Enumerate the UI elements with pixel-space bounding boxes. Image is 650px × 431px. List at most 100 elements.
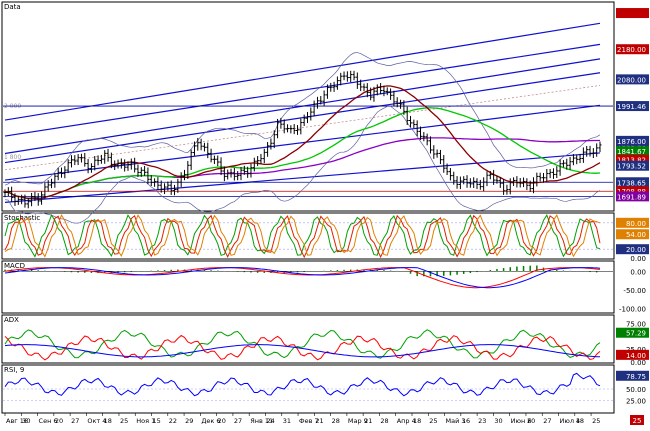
x-axis-label: 23 xyxy=(478,417,486,425)
x-axis-label: 20 xyxy=(527,417,535,425)
corner-label: 25 xyxy=(633,417,642,425)
left-mark-1800: 1 800 xyxy=(4,154,21,161)
x-axis-label: 15 xyxy=(153,417,161,425)
adx-panel-title: ADX xyxy=(4,316,19,324)
rsi-tag: 25.00 xyxy=(626,398,646,406)
x-axis-label: Сен 6 xyxy=(39,417,58,425)
adx-tag-box xyxy=(616,327,649,338)
indicator-series-layer xyxy=(3,213,613,401)
x-axis-label: Янв 11 xyxy=(250,417,273,425)
macd-tag: 0.00 xyxy=(630,268,646,276)
x-axis-label: 22 xyxy=(169,417,177,425)
channel-line xyxy=(4,43,601,137)
x-axis-label: 31 xyxy=(283,417,291,425)
bollinger-lower xyxy=(4,106,601,224)
rsi-line xyxy=(4,372,601,397)
x-axis-label: 30 xyxy=(22,417,30,425)
stoch-tag: 20.00 xyxy=(626,246,646,254)
x-axis-label: 29 xyxy=(185,417,193,425)
x-axis-label: Апр 4 xyxy=(397,417,416,425)
x-axis-label: 28 xyxy=(332,417,340,425)
x-axis-label: Июн 6 xyxy=(511,417,532,425)
price-tag-box xyxy=(616,160,649,171)
price-tag-box xyxy=(616,141,649,152)
macd-panel xyxy=(1,260,615,314)
x-axis-label: Авг 16 xyxy=(6,417,28,425)
price-tag: 1793.52 xyxy=(617,163,646,171)
price-tag: 1691.89 xyxy=(617,193,646,201)
price-tag: 1841.67 xyxy=(617,148,646,156)
stoch-tag-box xyxy=(616,217,649,228)
channel-line xyxy=(4,22,601,121)
x-axis-label: Май 3 xyxy=(446,417,466,425)
stoch-tag: 54.00 xyxy=(626,231,646,239)
price-series-layer xyxy=(3,22,613,224)
channel-line xyxy=(4,104,601,181)
x-axis-label: Ноя 1 xyxy=(136,417,155,425)
stochastic-panel-title: Stochastic xyxy=(4,214,40,222)
macd-line xyxy=(4,267,601,289)
adx-tag: 75.00 xyxy=(626,321,646,329)
adx-tag-box xyxy=(616,349,649,360)
stochastic-d-line xyxy=(4,214,601,259)
x-axis-label: 21 xyxy=(364,417,372,425)
x-axis-label: Июл 4 xyxy=(560,417,581,425)
x-axis-label: 18 xyxy=(413,417,421,425)
channel-line xyxy=(4,152,601,203)
x-axis-label: Дек 6 xyxy=(201,417,220,425)
right-axis-tags: 2180.002080.001991.461858.531876.001841.… xyxy=(616,8,649,406)
adx-tag: 14.00 xyxy=(626,352,646,360)
rsi-tag: 50.00 xyxy=(626,386,646,394)
stoch-tag: 80.00 xyxy=(626,220,646,228)
price-tag-top-box xyxy=(616,8,649,19)
x-axis-label: Окт 4 xyxy=(87,417,106,425)
x-axis-label: 18 xyxy=(104,417,112,425)
price-tag: 1738.65 xyxy=(617,179,646,187)
adx-tag: 0.00 xyxy=(630,359,646,367)
price-tag-box xyxy=(616,135,649,146)
x-axis-label: 18 xyxy=(576,417,584,425)
x-axis-label: 25 xyxy=(429,417,437,425)
x-axis-label: 25 xyxy=(592,417,600,425)
price-panel xyxy=(1,1,615,212)
adx-tag: 57.29 xyxy=(626,330,646,338)
macd-signal-line xyxy=(4,267,601,289)
price-tag-box xyxy=(616,44,649,55)
rsi-panel-title: RSI, 9 xyxy=(4,366,24,374)
price-tag-box xyxy=(616,177,649,188)
x-axis-label: 25 xyxy=(120,417,128,425)
x-axis-label: 27 xyxy=(543,417,551,425)
stoch-tag-box xyxy=(616,244,649,255)
rsi-tag: 78.75 xyxy=(626,373,646,381)
x-axis-label: 16 xyxy=(462,417,470,425)
adx-line xyxy=(4,344,601,358)
x-axis-label: Мар 9 xyxy=(348,417,368,425)
adx-minus-di-line xyxy=(4,334,601,361)
rsi-tag-box xyxy=(616,370,649,381)
moving-average-fast xyxy=(4,85,601,200)
x-axis-label: 27 xyxy=(234,417,242,425)
price-tag-box xyxy=(616,146,649,157)
price-tag-box xyxy=(616,191,649,202)
price-tag: 1876.00 xyxy=(617,138,646,146)
price-tag: 2080.00 xyxy=(617,76,646,84)
x-axis-label: 27 xyxy=(71,417,79,425)
price-panel-title: Data xyxy=(4,3,21,11)
price-tag-box xyxy=(616,186,649,197)
stoch-tag-box xyxy=(616,229,649,240)
channel-midline xyxy=(4,85,601,171)
x-axis-label: 30 xyxy=(494,417,502,425)
price-tag-box xyxy=(616,74,649,85)
adx-panel xyxy=(1,314,615,364)
x-axis-label: Фев 7 xyxy=(299,417,319,425)
macd-tag: -50.00 xyxy=(623,287,646,295)
x-axis-label: 24 xyxy=(266,417,274,425)
x-axis-label: 28 xyxy=(380,417,388,425)
price-tag-box xyxy=(616,101,649,112)
macd-panel-title: MACD xyxy=(4,262,25,270)
stochastic-slow-line xyxy=(4,213,601,258)
price-tag-box xyxy=(616,154,649,165)
